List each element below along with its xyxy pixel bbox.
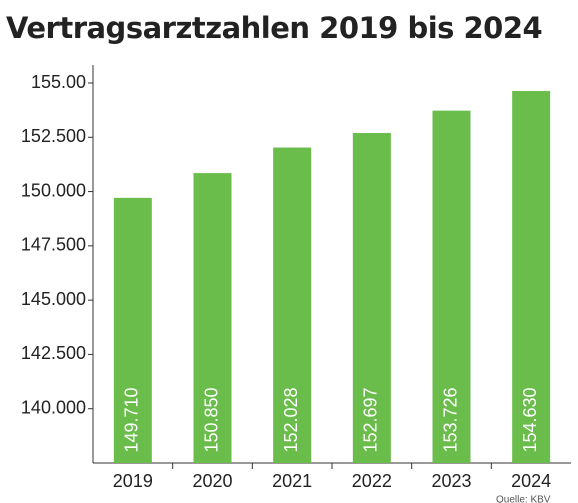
bar — [352, 133, 391, 463]
y-tick-label: 150.000 — [21, 180, 86, 200]
y-tick-label: 142.500 — [21, 343, 86, 363]
value-label: 153.726 — [440, 387, 460, 452]
y-tick-label: 147.500 — [21, 235, 86, 255]
y-tick-label: 145.000 — [21, 289, 86, 309]
y-tick-label: 155.00 — [31, 72, 86, 92]
x-tick-label: 2020 — [192, 471, 232, 491]
y-tick-label: 140.000 — [21, 397, 86, 417]
x-tick-label: 2022 — [352, 471, 392, 491]
bar — [432, 110, 471, 463]
y-tick-label: 152.500 — [21, 126, 86, 146]
x-tick-label: 2023 — [431, 471, 471, 491]
value-label: 152.028 — [281, 387, 301, 452]
bar — [113, 197, 152, 463]
bar — [193, 173, 232, 463]
source: Quelle: KBV — [496, 495, 551, 503]
value-label: 150.850 — [201, 387, 221, 452]
x-tick-label: 2019 — [113, 471, 153, 491]
value-label: 149.710 — [122, 387, 142, 452]
bar — [512, 91, 551, 463]
x-tick-label: 2024 — [511, 471, 551, 491]
x-tick-label: 2021 — [272, 471, 312, 491]
chart-title: Vertragsarztzahlen 2019 bis 2024 — [6, 11, 542, 45]
bar — [273, 147, 312, 463]
value-label: 152.697 — [361, 387, 381, 452]
value-label: 154.630 — [520, 387, 540, 452]
